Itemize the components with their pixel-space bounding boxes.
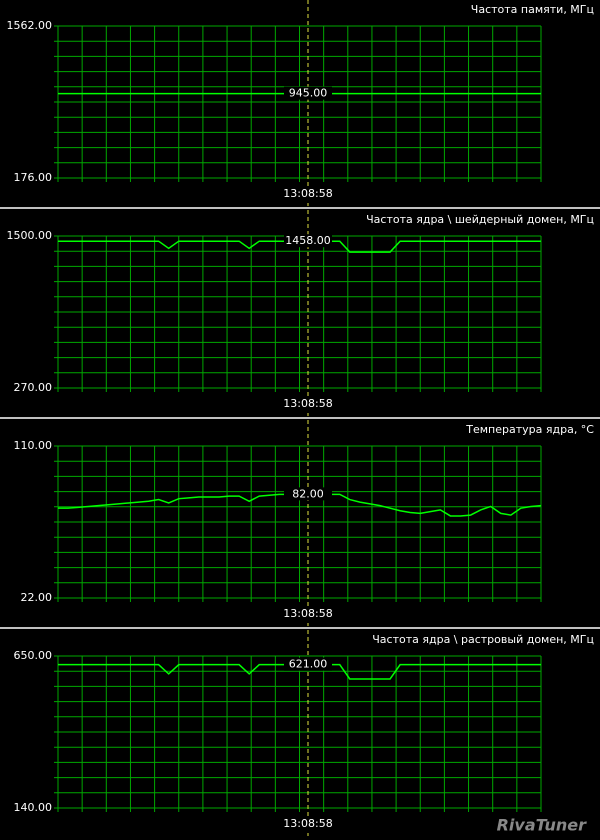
- separator: [0, 207, 600, 209]
- cursor-time: 13:08:58: [283, 817, 332, 830]
- cursor-value-bg: [284, 657, 332, 671]
- y-tick-label: 650.00: [14, 649, 53, 662]
- cursor-value-bg: [284, 487, 332, 501]
- cursor-value: 1458.00: [285, 234, 331, 247]
- cursor-value: 621.00: [289, 658, 328, 671]
- y-tick-label: 1500.00: [7, 229, 53, 242]
- panel-title: Температура ядра, °C: [465, 423, 594, 436]
- separator: [0, 627, 600, 629]
- panel-title: Частота памяти, МГц: [471, 3, 594, 16]
- panel-title: Частота ядра \ растровый домен, МГц: [372, 633, 594, 646]
- time-bg: [282, 397, 334, 410]
- y-tick-label: 140.00: [14, 801, 53, 814]
- time-bg: [282, 817, 334, 830]
- cursor-time: 13:08:58: [283, 397, 332, 410]
- y-tick-label: 176.00: [14, 171, 53, 184]
- y-tick-label: 1562.00: [7, 19, 53, 32]
- panel-title: Частота ядра \ шейдерный домен, МГц: [366, 213, 594, 226]
- time-bg: [282, 607, 334, 620]
- y-tick-label: 270.00: [14, 381, 53, 394]
- separator: [0, 417, 600, 419]
- cursor-time: 13:08:58: [283, 607, 332, 620]
- y-tick-label: 22.00: [21, 591, 53, 604]
- time-bg: [282, 187, 334, 200]
- logo: RivaTuner: [497, 816, 588, 835]
- cursor-value-bg: [284, 86, 332, 100]
- y-tick-label: 110.00: [14, 439, 53, 452]
- cursor-value: 945.00: [289, 87, 328, 100]
- cursor-value: 82.00: [292, 487, 324, 500]
- cursor-value-bg: [284, 234, 332, 248]
- cursor-time: 13:08:58: [283, 187, 332, 200]
